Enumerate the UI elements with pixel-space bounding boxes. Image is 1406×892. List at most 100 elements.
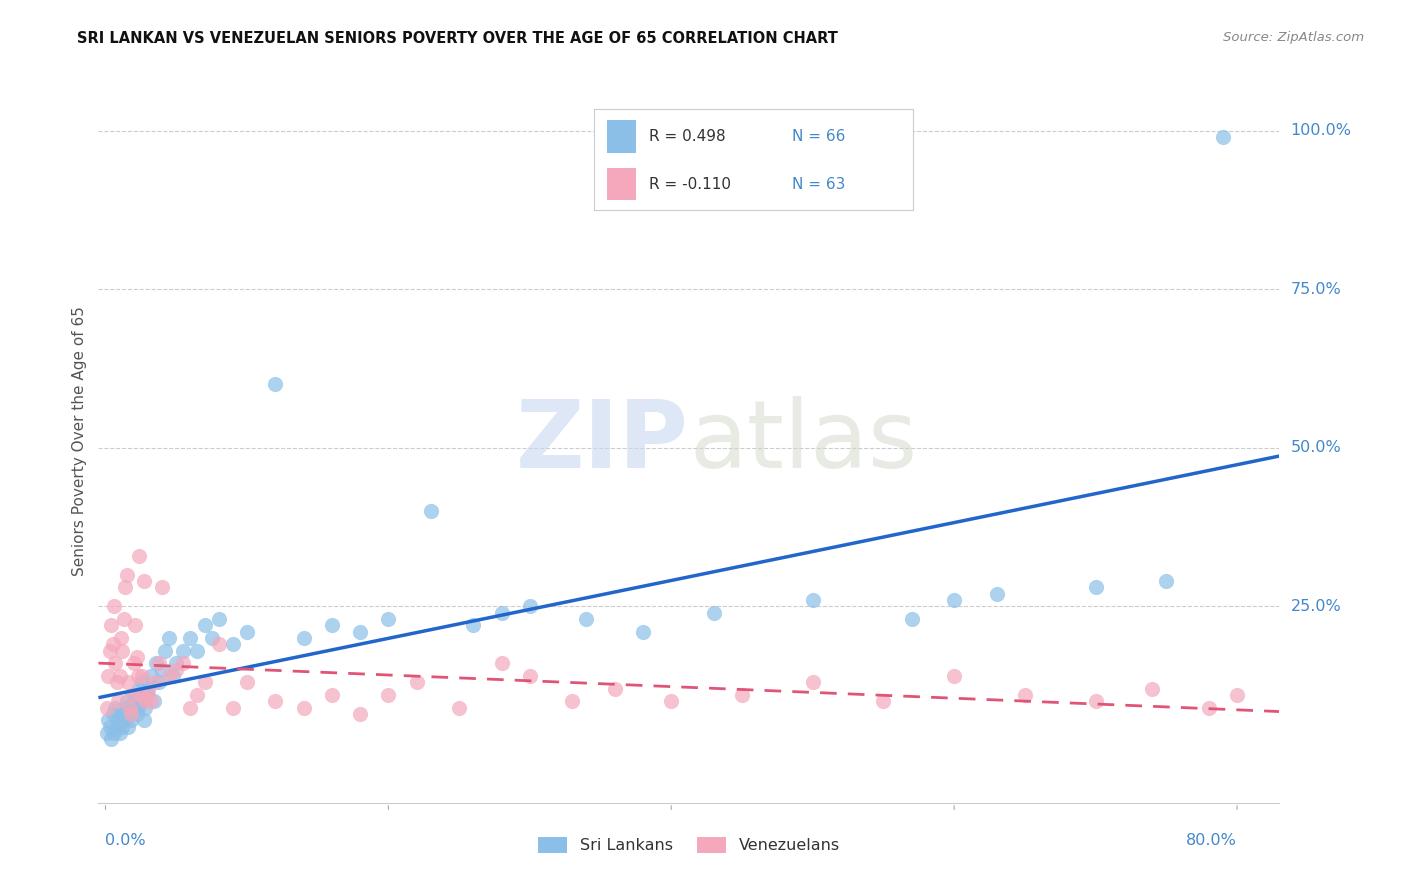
Point: [321, 618, 343, 632]
Point: [1226, 688, 1249, 702]
Point: [349, 624, 371, 639]
Point: [129, 694, 152, 708]
Point: [118, 700, 141, 714]
Point: [150, 580, 173, 594]
Point: [491, 606, 513, 620]
Point: [659, 694, 682, 708]
Point: [172, 657, 194, 671]
Point: [104, 700, 127, 714]
Point: [142, 694, 165, 708]
Point: [136, 688, 159, 702]
Point: [148, 657, 170, 671]
Point: [172, 643, 194, 657]
Point: [96, 726, 118, 740]
Point: [114, 700, 136, 714]
Point: [125, 707, 148, 722]
Point: [101, 637, 124, 651]
Point: [631, 624, 654, 639]
Point: [128, 549, 150, 563]
Point: [131, 669, 153, 683]
Point: [124, 688, 146, 702]
Point: [121, 700, 143, 714]
Point: [103, 599, 125, 614]
Point: [132, 714, 155, 728]
Point: [157, 669, 180, 683]
Point: [114, 580, 136, 594]
Point: [264, 694, 287, 708]
Point: [104, 657, 127, 671]
Point: [110, 707, 132, 722]
Point: [179, 631, 201, 645]
Point: [120, 707, 142, 722]
Point: [117, 720, 139, 734]
Point: [120, 714, 142, 728]
Point: [200, 631, 222, 645]
Point: [186, 643, 208, 657]
Point: [900, 612, 922, 626]
Point: [110, 631, 132, 645]
Point: [134, 694, 156, 708]
Legend: Sri Lankans, Venezuelans: Sri Lankans, Venezuelans: [531, 830, 846, 860]
Point: [108, 669, 131, 683]
Point: [377, 612, 399, 626]
Point: [165, 663, 187, 677]
Point: [115, 567, 138, 582]
Point: [124, 618, 146, 632]
Point: [97, 714, 120, 728]
Point: [1014, 688, 1036, 702]
Point: [405, 675, 427, 690]
Point: [603, 681, 626, 696]
Point: [107, 694, 129, 708]
Point: [292, 631, 315, 645]
Point: [519, 599, 541, 614]
Point: [519, 669, 541, 683]
Text: 75.0%: 75.0%: [1291, 282, 1341, 297]
Point: [1084, 580, 1107, 594]
Point: [121, 688, 143, 702]
Point: [145, 657, 167, 671]
Point: [179, 700, 201, 714]
Text: 0.0%: 0.0%: [105, 833, 146, 848]
Point: [186, 688, 208, 702]
Text: 100.0%: 100.0%: [1291, 123, 1351, 138]
Point: [105, 720, 128, 734]
Text: SRI LANKAN VS VENEZUELAN SENIORS POVERTY OVER THE AGE OF 65 CORRELATION CHART: SRI LANKAN VS VENEZUELAN SENIORS POVERTY…: [77, 31, 838, 46]
Point: [801, 675, 824, 690]
Point: [165, 657, 187, 671]
Point: [127, 669, 149, 683]
Point: [135, 688, 157, 702]
Point: [208, 637, 231, 651]
Point: [292, 700, 315, 714]
Point: [125, 650, 148, 665]
Point: [127, 700, 149, 714]
Point: [122, 694, 145, 708]
Text: atlas: atlas: [689, 395, 917, 488]
Point: [193, 675, 215, 690]
Point: [943, 593, 966, 607]
Point: [112, 612, 135, 626]
Point: [222, 700, 245, 714]
Point: [122, 657, 145, 671]
Point: [143, 675, 166, 690]
Text: 25.0%: 25.0%: [1291, 599, 1341, 614]
Point: [111, 643, 134, 657]
Point: [463, 618, 485, 632]
Text: Source: ZipAtlas.com: Source: ZipAtlas.com: [1223, 31, 1364, 45]
Point: [117, 675, 139, 690]
Point: [801, 593, 824, 607]
Point: [222, 637, 245, 651]
Point: [118, 707, 141, 722]
Point: [986, 587, 1008, 601]
Point: [131, 675, 153, 690]
Point: [148, 675, 170, 690]
Point: [107, 714, 129, 728]
Point: [97, 669, 120, 683]
Point: [150, 663, 173, 677]
Text: ZIP: ZIP: [516, 395, 689, 488]
Point: [105, 675, 128, 690]
Point: [101, 707, 124, 722]
Point: [112, 714, 135, 728]
Point: [139, 694, 162, 708]
Point: [111, 720, 134, 734]
Point: [100, 618, 122, 632]
